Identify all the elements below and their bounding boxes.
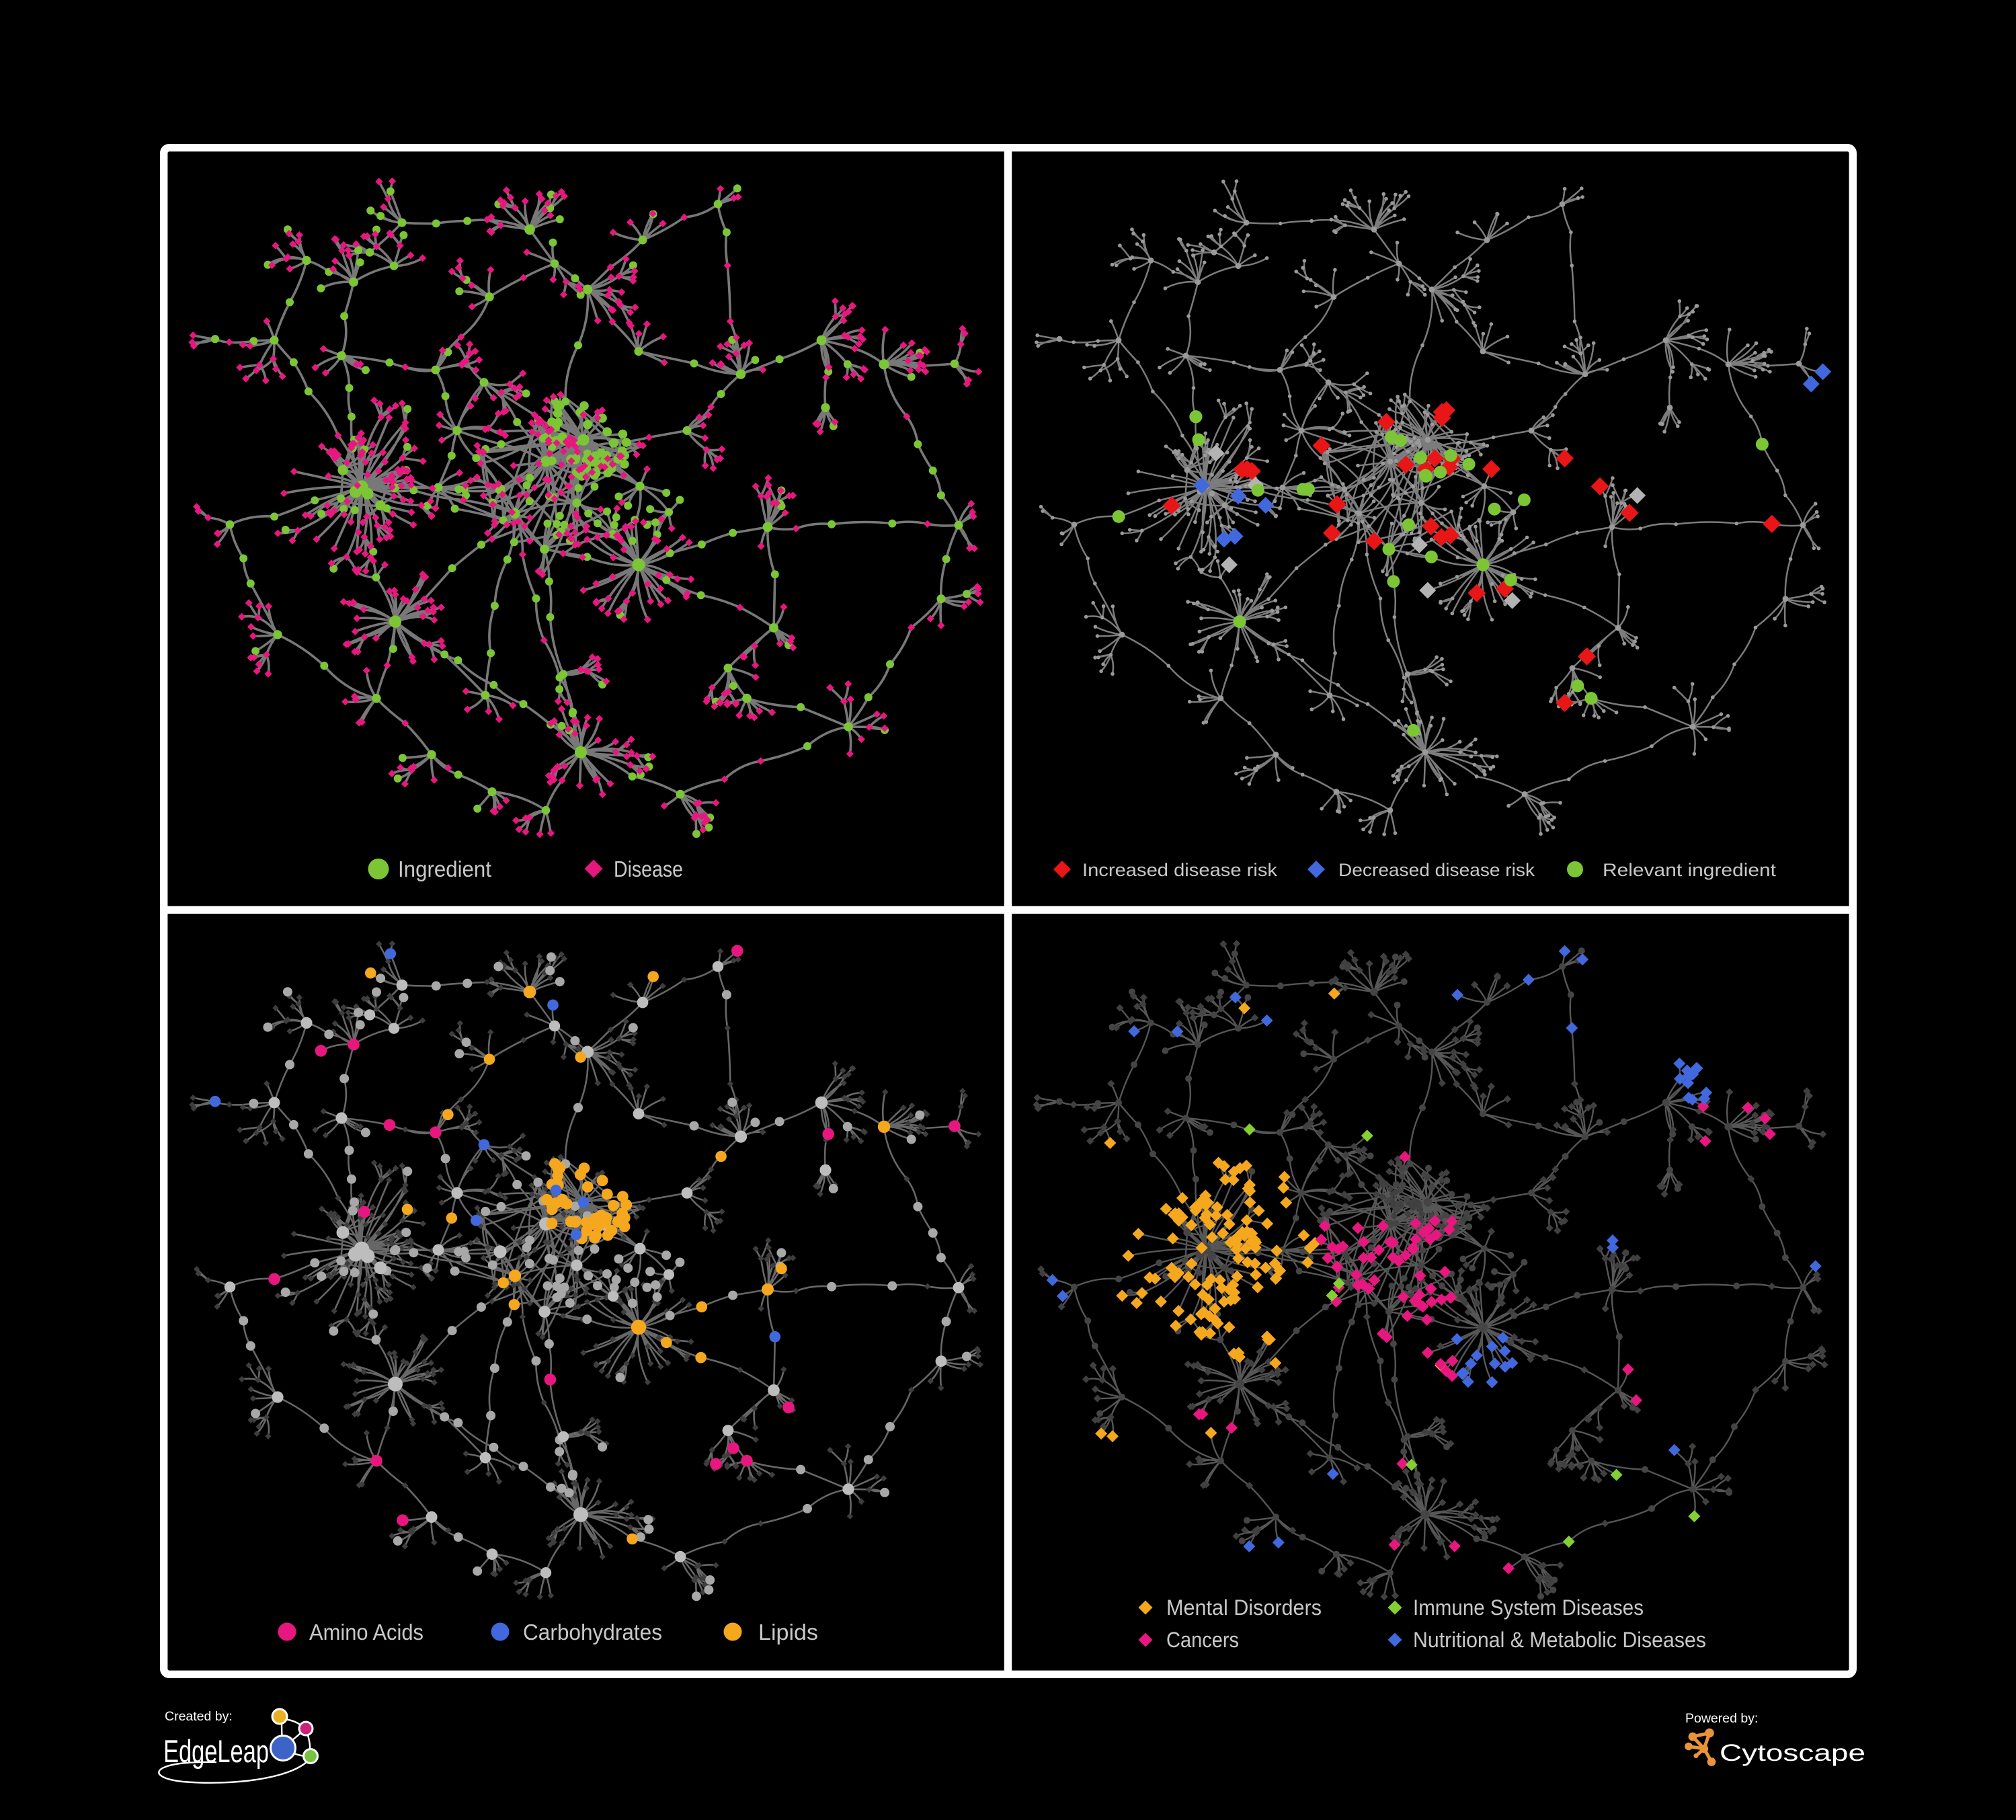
svg-text:Cytoscape: Cytoscape [1720, 1740, 1865, 1766]
svg-text:Decreased disease risk: Decreased disease risk [1338, 860, 1535, 880]
svg-text:Powered by:: Powered by: [1685, 1711, 1758, 1726]
svg-text:Mental Disorders: Mental Disorders [1166, 1595, 1322, 1620]
svg-text:Lipids: Lipids [758, 1620, 818, 1645]
svg-text:Ingredient: Ingredient [398, 857, 491, 881]
svg-text:Carbohydrates: Carbohydrates [523, 1620, 662, 1645]
svg-text:Immune System Diseases: Immune System Diseases [1413, 1595, 1644, 1620]
svg-text:Cancers: Cancers [1166, 1628, 1239, 1652]
svg-text:Nutritional & Metabolic Diseas: Nutritional & Metabolic Diseases [1413, 1628, 1706, 1652]
svg-text:Disease: Disease [614, 857, 683, 881]
svg-text:Created by:: Created by: [165, 1709, 233, 1724]
svg-text:Increased disease risk: Increased disease risk [1082, 860, 1278, 880]
svg-text:Amino Acids: Amino Acids [309, 1620, 424, 1645]
svg-text:Relevant ingredient: Relevant ingredient [1603, 860, 1777, 880]
